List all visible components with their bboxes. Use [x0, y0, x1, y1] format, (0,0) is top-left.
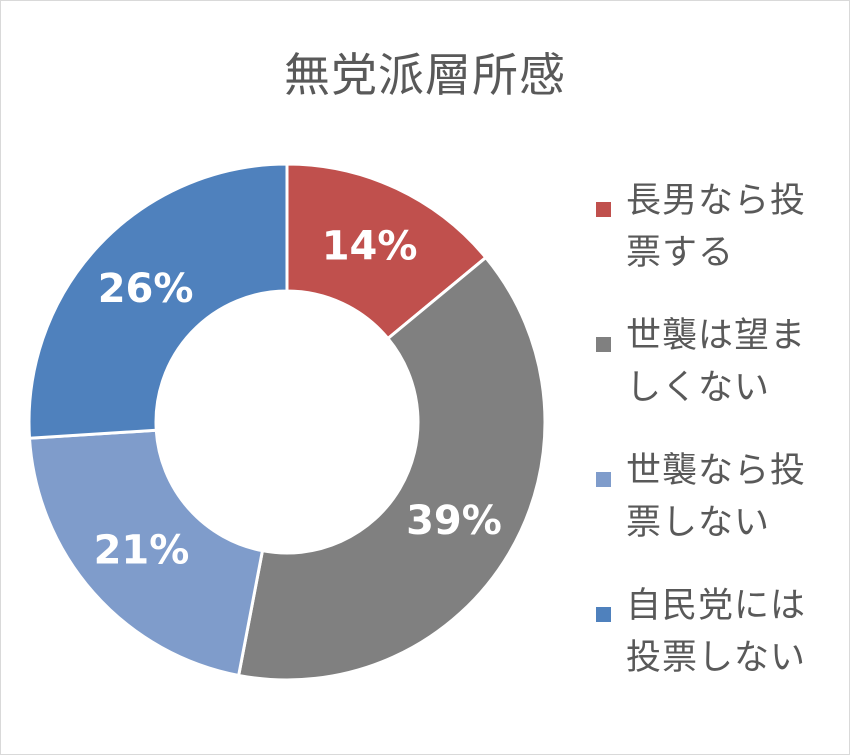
legend-label: 世襲は望ましくない — [626, 316, 807, 408]
slice-value-label: 14% — [322, 223, 418, 269]
slice-value-label: 21% — [94, 527, 190, 573]
legend-swatch — [596, 202, 611, 217]
legend-swatch — [596, 337, 611, 352]
slice-value-label: 39% — [406, 498, 502, 544]
donut-slice — [236, 255, 547, 682]
donut-slice — [27, 428, 265, 678]
legend-label: 世襲なら投票しない — [626, 451, 807, 543]
chart-title: 無党派層所感 — [284, 48, 566, 102]
slice-value-label: 26% — [98, 266, 194, 312]
donut-slice — [27, 162, 289, 440]
legend-swatch — [596, 607, 611, 622]
legend-swatch — [596, 472, 611, 487]
legend-label: 長男なら投票する — [626, 181, 807, 273]
legend-label: 自民党には投票しない — [626, 586, 807, 678]
